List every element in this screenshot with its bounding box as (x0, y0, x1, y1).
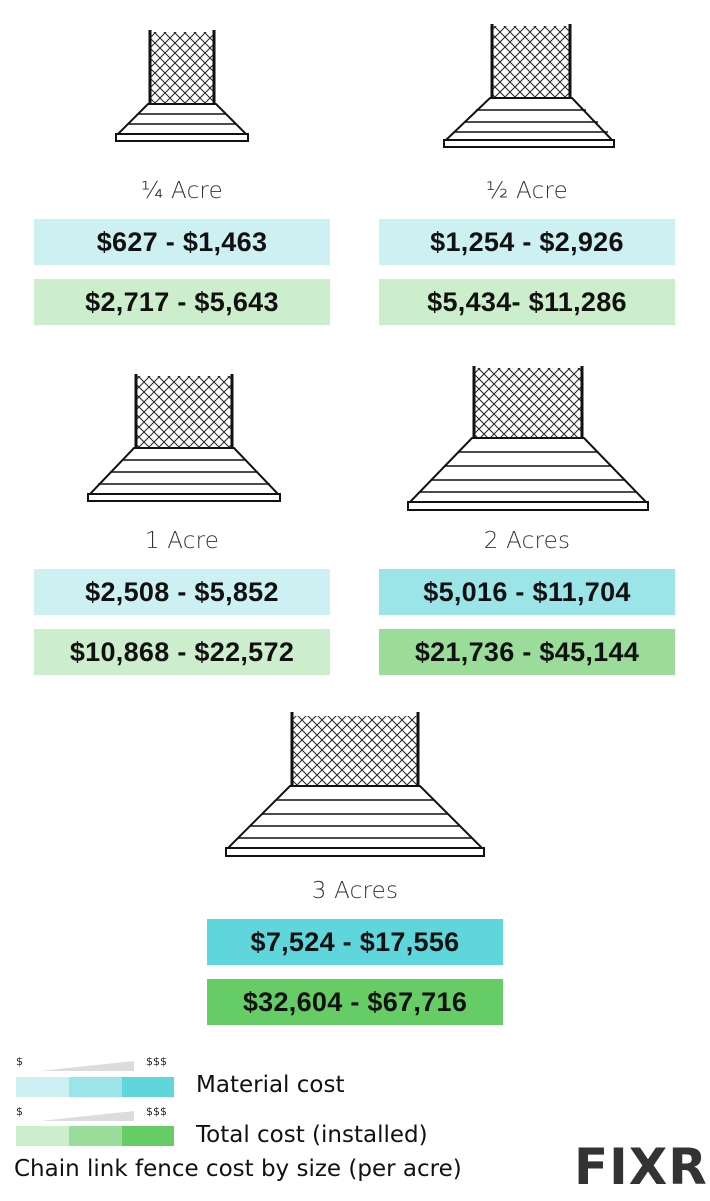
total-cost-range: $21,736 - $45,144 (379, 629, 675, 675)
material-legend-swatch-low (16, 1077, 69, 1097)
scale-high-label: $$$ (146, 1055, 167, 1068)
material-cost-range: $5,016 - $11,704 (379, 569, 675, 615)
size-label: 2 Acres (483, 528, 571, 554)
fixr-logo: Fixr (574, 1138, 707, 1196)
material-legend-swatch-mid (69, 1077, 122, 1097)
logo-text: Fixr (574, 1138, 708, 1196)
scale-high-label: $$$ (146, 1105, 167, 1118)
material-cost-range: $1,254 - $2,926 (379, 219, 675, 265)
size-label: ¼ Acre (141, 178, 223, 204)
total-cost-range: $32,604 - $67,716 (207, 979, 503, 1025)
material-legend-label: Material cost (196, 1072, 345, 1098)
chain-link-fence-icon (87, 374, 281, 502)
total-cost-range: $10,868 - $22,572 (34, 629, 330, 675)
scale-low-label: $ (16, 1055, 23, 1068)
material-legend-swatch-high (122, 1077, 174, 1097)
total-legend-swatch-high (122, 1126, 174, 1146)
material-cost-range: $2,508 - $5,852 (34, 569, 330, 615)
size-label: ½ Acre (486, 178, 568, 204)
total-legend-swatch-mid (69, 1126, 122, 1146)
chain-link-fence-icon (407, 366, 649, 511)
chain-link-fence-icon (443, 24, 615, 148)
size-label: 3 Acres (311, 878, 399, 904)
scale-wedge-icon (40, 1061, 134, 1071)
size-label: 1 Acre (144, 528, 220, 554)
scale-low-label: $ (16, 1105, 23, 1118)
chart-caption: Chain link fence cost by size (per acre) (14, 1156, 462, 1182)
scale-wedge-icon (40, 1111, 134, 1121)
total-cost-range: $2,717 - $5,643 (34, 279, 330, 325)
total-cost-range: $5,434- $11,286 (379, 279, 675, 325)
chain-link-fence-icon (115, 30, 249, 142)
chain-link-fence-icon (225, 712, 485, 857)
total-legend-label: Total cost (installed) (196, 1122, 428, 1148)
material-cost-range: $7,524 - $17,556 (207, 919, 503, 965)
total-legend-swatch-low (16, 1126, 69, 1146)
material-cost-range: $627 - $1,463 (34, 219, 330, 265)
